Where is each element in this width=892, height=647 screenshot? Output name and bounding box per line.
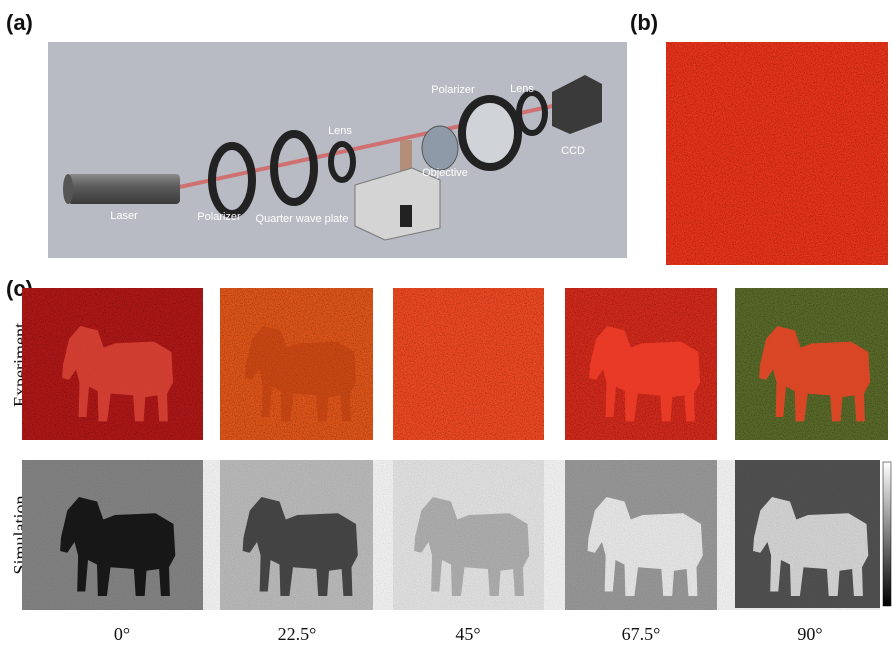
colorbar <box>883 462 891 606</box>
panel-label: (b) <box>630 10 658 35</box>
panel-label: (a) <box>6 10 33 35</box>
component-label: Polarizer <box>197 211 241 223</box>
texture <box>22 460 880 610</box>
component-label: CCD <box>561 145 585 157</box>
experiment-row <box>22 288 888 440</box>
simulation-row <box>22 460 891 610</box>
setup-background <box>48 42 627 258</box>
angle-label: 45° <box>455 624 480 644</box>
laser <box>68 174 180 204</box>
component-label: Polarizer <box>431 84 475 96</box>
polarizer <box>462 99 518 167</box>
figure: (a) Laser Polarizer Quarter wave plate L… <box>0 0 892 647</box>
experiment-image <box>393 288 544 440</box>
page: (a) Laser Polarizer Quarter wave plate L… <box>0 0 892 647</box>
objective <box>422 126 458 170</box>
speckle-image <box>666 42 888 265</box>
stage-knob <box>400 205 412 227</box>
laser-end <box>63 174 73 204</box>
component-label: Laser <box>110 210 138 222</box>
component-label: Lens <box>328 125 352 137</box>
component-label: Objective <box>422 167 468 179</box>
angle-label: 90° <box>797 624 822 644</box>
component-label: Quarter wave plate <box>256 213 349 225</box>
angle-label: 22.5° <box>278 624 317 644</box>
angle-label: 0° <box>114 624 130 644</box>
component-label: Lens <box>510 83 534 95</box>
angle-label: 67.5° <box>622 624 661 644</box>
